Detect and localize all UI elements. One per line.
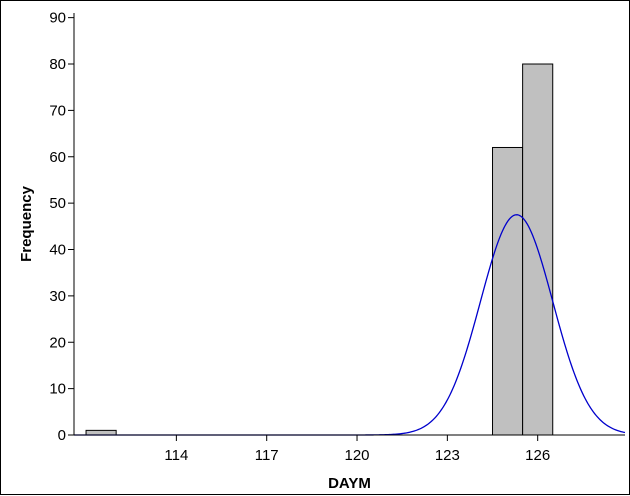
histogram-bar-1 [492, 146, 524, 436]
x-tick-label-123: 123 [435, 447, 460, 464]
histogram-bars [85, 63, 554, 436]
y-tick-label-70: 70 [49, 102, 66, 119]
axes [73, 13, 625, 436]
y-axis-title: Frequency [18, 185, 35, 262]
y-tick-label-40: 40 [49, 242, 66, 259]
y-tick-label-20: 20 [49, 334, 66, 351]
x-axis-ticks: 114 117 120 123 126 [164, 435, 550, 464]
y-tick-label-80: 80 [49, 56, 66, 73]
y-tick-label-10: 10 [49, 381, 66, 398]
y-tick-label-50: 50 [49, 195, 66, 212]
histogram-bar-0 [85, 429, 117, 436]
y-tick-label-30: 30 [49, 288, 66, 305]
x-tick-label-126: 126 [525, 447, 550, 464]
y-tick-label-0: 0 [58, 427, 66, 444]
x-axis-title: DAYM [328, 475, 371, 492]
y-axis-ticks: 0 10 20 30 40 50 60 70 80 90 [49, 10, 74, 444]
x-tick-label-120: 120 [345, 447, 370, 464]
y-tick-label-60: 60 [49, 149, 66, 166]
y-tick-label-90: 90 [49, 10, 66, 27]
x-tick-label-117: 117 [255, 447, 279, 464]
x-tick-label-114: 114 [164, 447, 188, 464]
